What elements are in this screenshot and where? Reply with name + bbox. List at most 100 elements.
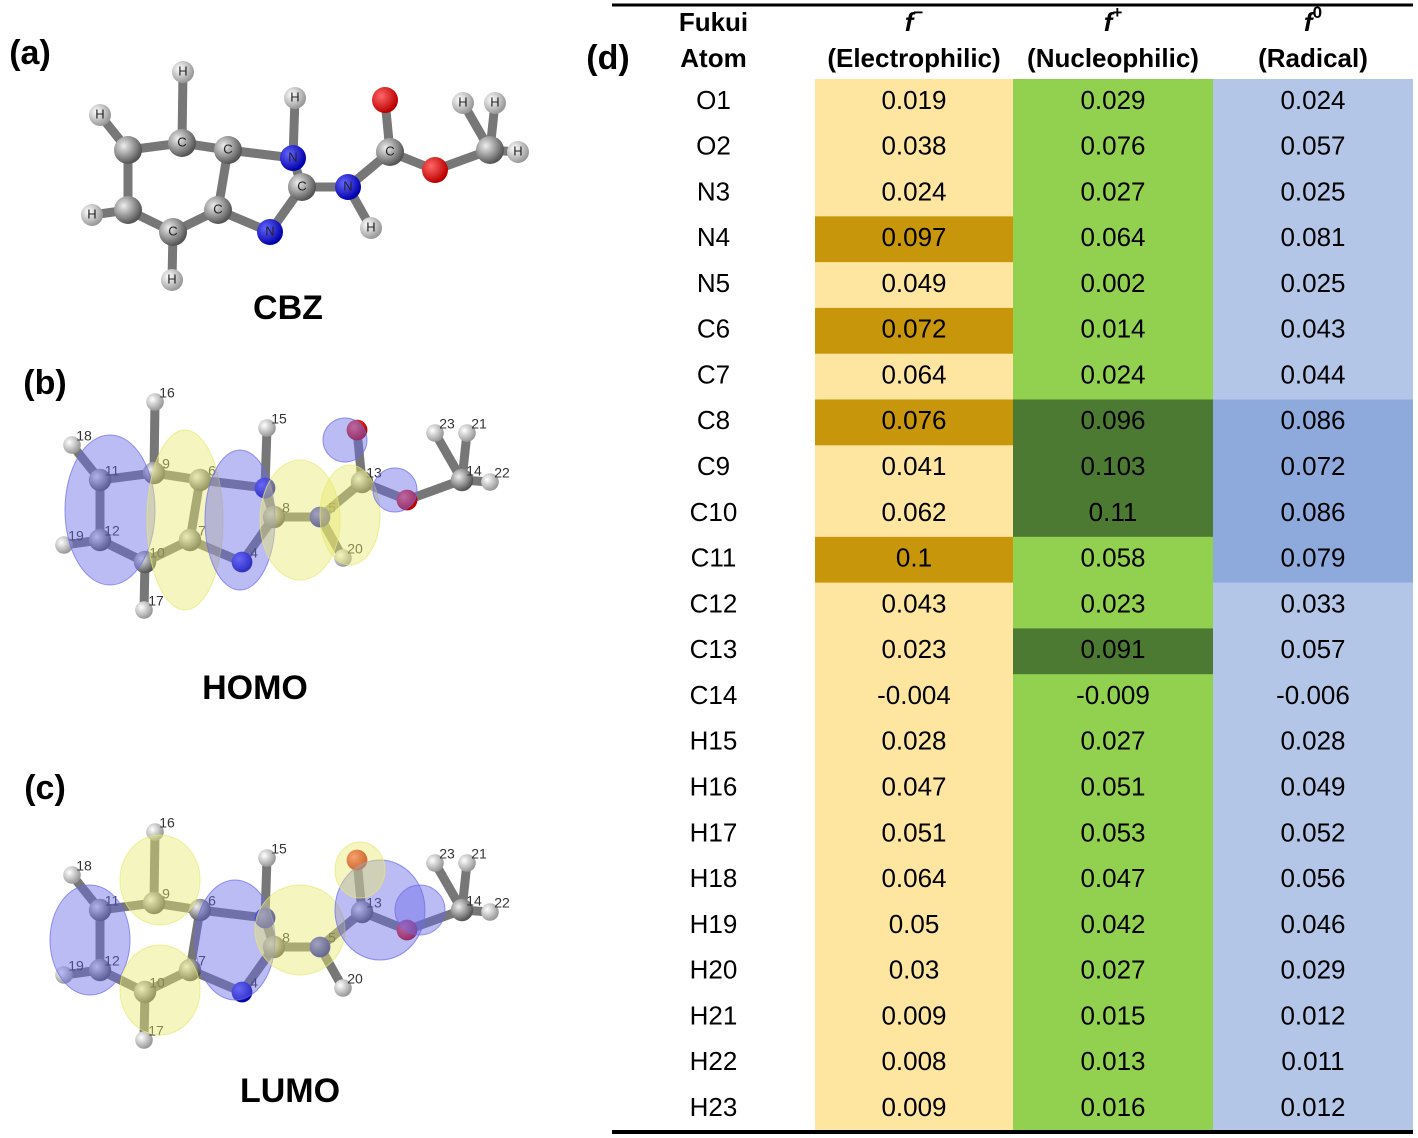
fukui-value: 0.023 (1080, 588, 1145, 618)
orbital-lobe (322, 417, 368, 463)
cell-bg (1213, 994, 1413, 1041)
bond (149, 397, 160, 478)
atom (142, 891, 166, 915)
cell-bg (815, 994, 1013, 1041)
fukui-value: 0.051 (881, 817, 946, 847)
cell-bg (1013, 857, 1213, 904)
cell-bg (1013, 262, 1213, 309)
cell-bg (815, 674, 1013, 721)
cell-bg (815, 353, 1013, 400)
atom-label: C (177, 134, 186, 149)
cell-bg (1213, 353, 1413, 400)
fukui-value: 0.052 (1280, 817, 1345, 847)
atom (172, 61, 194, 83)
atom-name: N3 (697, 176, 730, 206)
atom-label: C (168, 223, 177, 238)
header-symbol: f− (905, 3, 924, 36)
fukui-value: 0.064 (881, 359, 946, 389)
cell-bg (1013, 1040, 1213, 1087)
atom-name: H21 (690, 1000, 738, 1030)
atom (214, 136, 242, 164)
fukui-value: 0.049 (881, 268, 946, 298)
atom (288, 173, 316, 201)
atom (81, 204, 103, 226)
atom (458, 854, 476, 872)
fukui-value: 0.103 (1080, 451, 1145, 481)
atom-label: 16 (159, 815, 175, 831)
atom-name: N4 (697, 222, 730, 252)
header-symbol: f0 (1304, 3, 1322, 36)
atom-name: H19 (690, 909, 738, 939)
fukui-value: 0.056 (1280, 863, 1345, 893)
cell-bg (1213, 536, 1413, 584)
cell-bg (1213, 811, 1413, 858)
cell-bg (815, 857, 1013, 904)
atom (231, 551, 253, 573)
atom (484, 92, 506, 114)
atom (426, 424, 444, 442)
fukui-value: 0.024 (1280, 85, 1345, 115)
cell-bg (1213, 399, 1413, 446)
fukui-value: 0.05 (889, 909, 940, 939)
molecule-name: LUMO (240, 1072, 340, 1110)
cell-bg (1213, 79, 1413, 126)
atom-name: C7 (697, 359, 730, 389)
atom-label: 17 (148, 593, 164, 609)
atom-label: H (290, 89, 299, 104)
cell-bg (1213, 262, 1413, 309)
cell-bg (1213, 719, 1413, 767)
atom (88, 958, 112, 982)
fukui-value: 0.029 (1280, 955, 1345, 985)
atom (88, 468, 112, 492)
orbital-lobe (259, 459, 341, 581)
cell-bg (1213, 170, 1413, 217)
fukui-value: 0.049 (1280, 772, 1345, 802)
cell-bg (1013, 536, 1213, 584)
fukui-value: 0.023 (881, 634, 946, 664)
atom-label: 16 (159, 385, 175, 401)
orbital-lobe (394, 884, 446, 936)
atom-label: C (385, 143, 394, 158)
orbital-lobe (64, 434, 156, 586)
cell-bg (1013, 628, 1213, 675)
orbital-lobe (119, 834, 201, 926)
fukui-symbol: f (905, 7, 916, 37)
atom-name: N5 (697, 268, 730, 298)
fukui-value: 0.044 (1280, 359, 1345, 389)
atom-label: 6 (208, 463, 216, 479)
atom-name: H22 (690, 1046, 738, 1076)
fukui-value: 0.043 (881, 588, 946, 618)
fukui-value: 0.086 (1280, 405, 1345, 435)
fukui-value: 0.057 (1280, 634, 1345, 664)
cell-bg (815, 491, 1013, 538)
cell-bg (1013, 399, 1213, 446)
fukui-value: 0.011 (1281, 1046, 1344, 1076)
atom (481, 473, 499, 491)
fukui-value: 0.062 (881, 497, 946, 527)
cell-bg (1013, 216, 1213, 263)
fukui-value: 0.027 (1080, 955, 1145, 985)
atom-label: 20 (347, 971, 363, 987)
atom (476, 136, 504, 164)
atom (452, 92, 474, 114)
fukui-value: 0.097 (881, 222, 946, 252)
cell-bg (815, 1086, 1013, 1133)
atom-label: 18 (76, 428, 92, 444)
cell-bg (815, 903, 1013, 950)
fukui-value: 0.051 (1080, 772, 1145, 802)
fukui-value: 0.11 (1089, 497, 1138, 527)
orbital-lobe (119, 944, 201, 1036)
fukui-value: 0.038 (881, 131, 946, 161)
atom (372, 87, 398, 113)
fukui-value: 0.027 (1080, 176, 1145, 206)
atom (257, 219, 283, 245)
fukui-value: 0.019 (881, 85, 946, 115)
orbital-lobe (204, 449, 276, 591)
cell-bg (1213, 216, 1413, 263)
header-text: Fukui (679, 7, 748, 37)
atom (178, 958, 202, 982)
atom-label: 23 (439, 416, 455, 432)
